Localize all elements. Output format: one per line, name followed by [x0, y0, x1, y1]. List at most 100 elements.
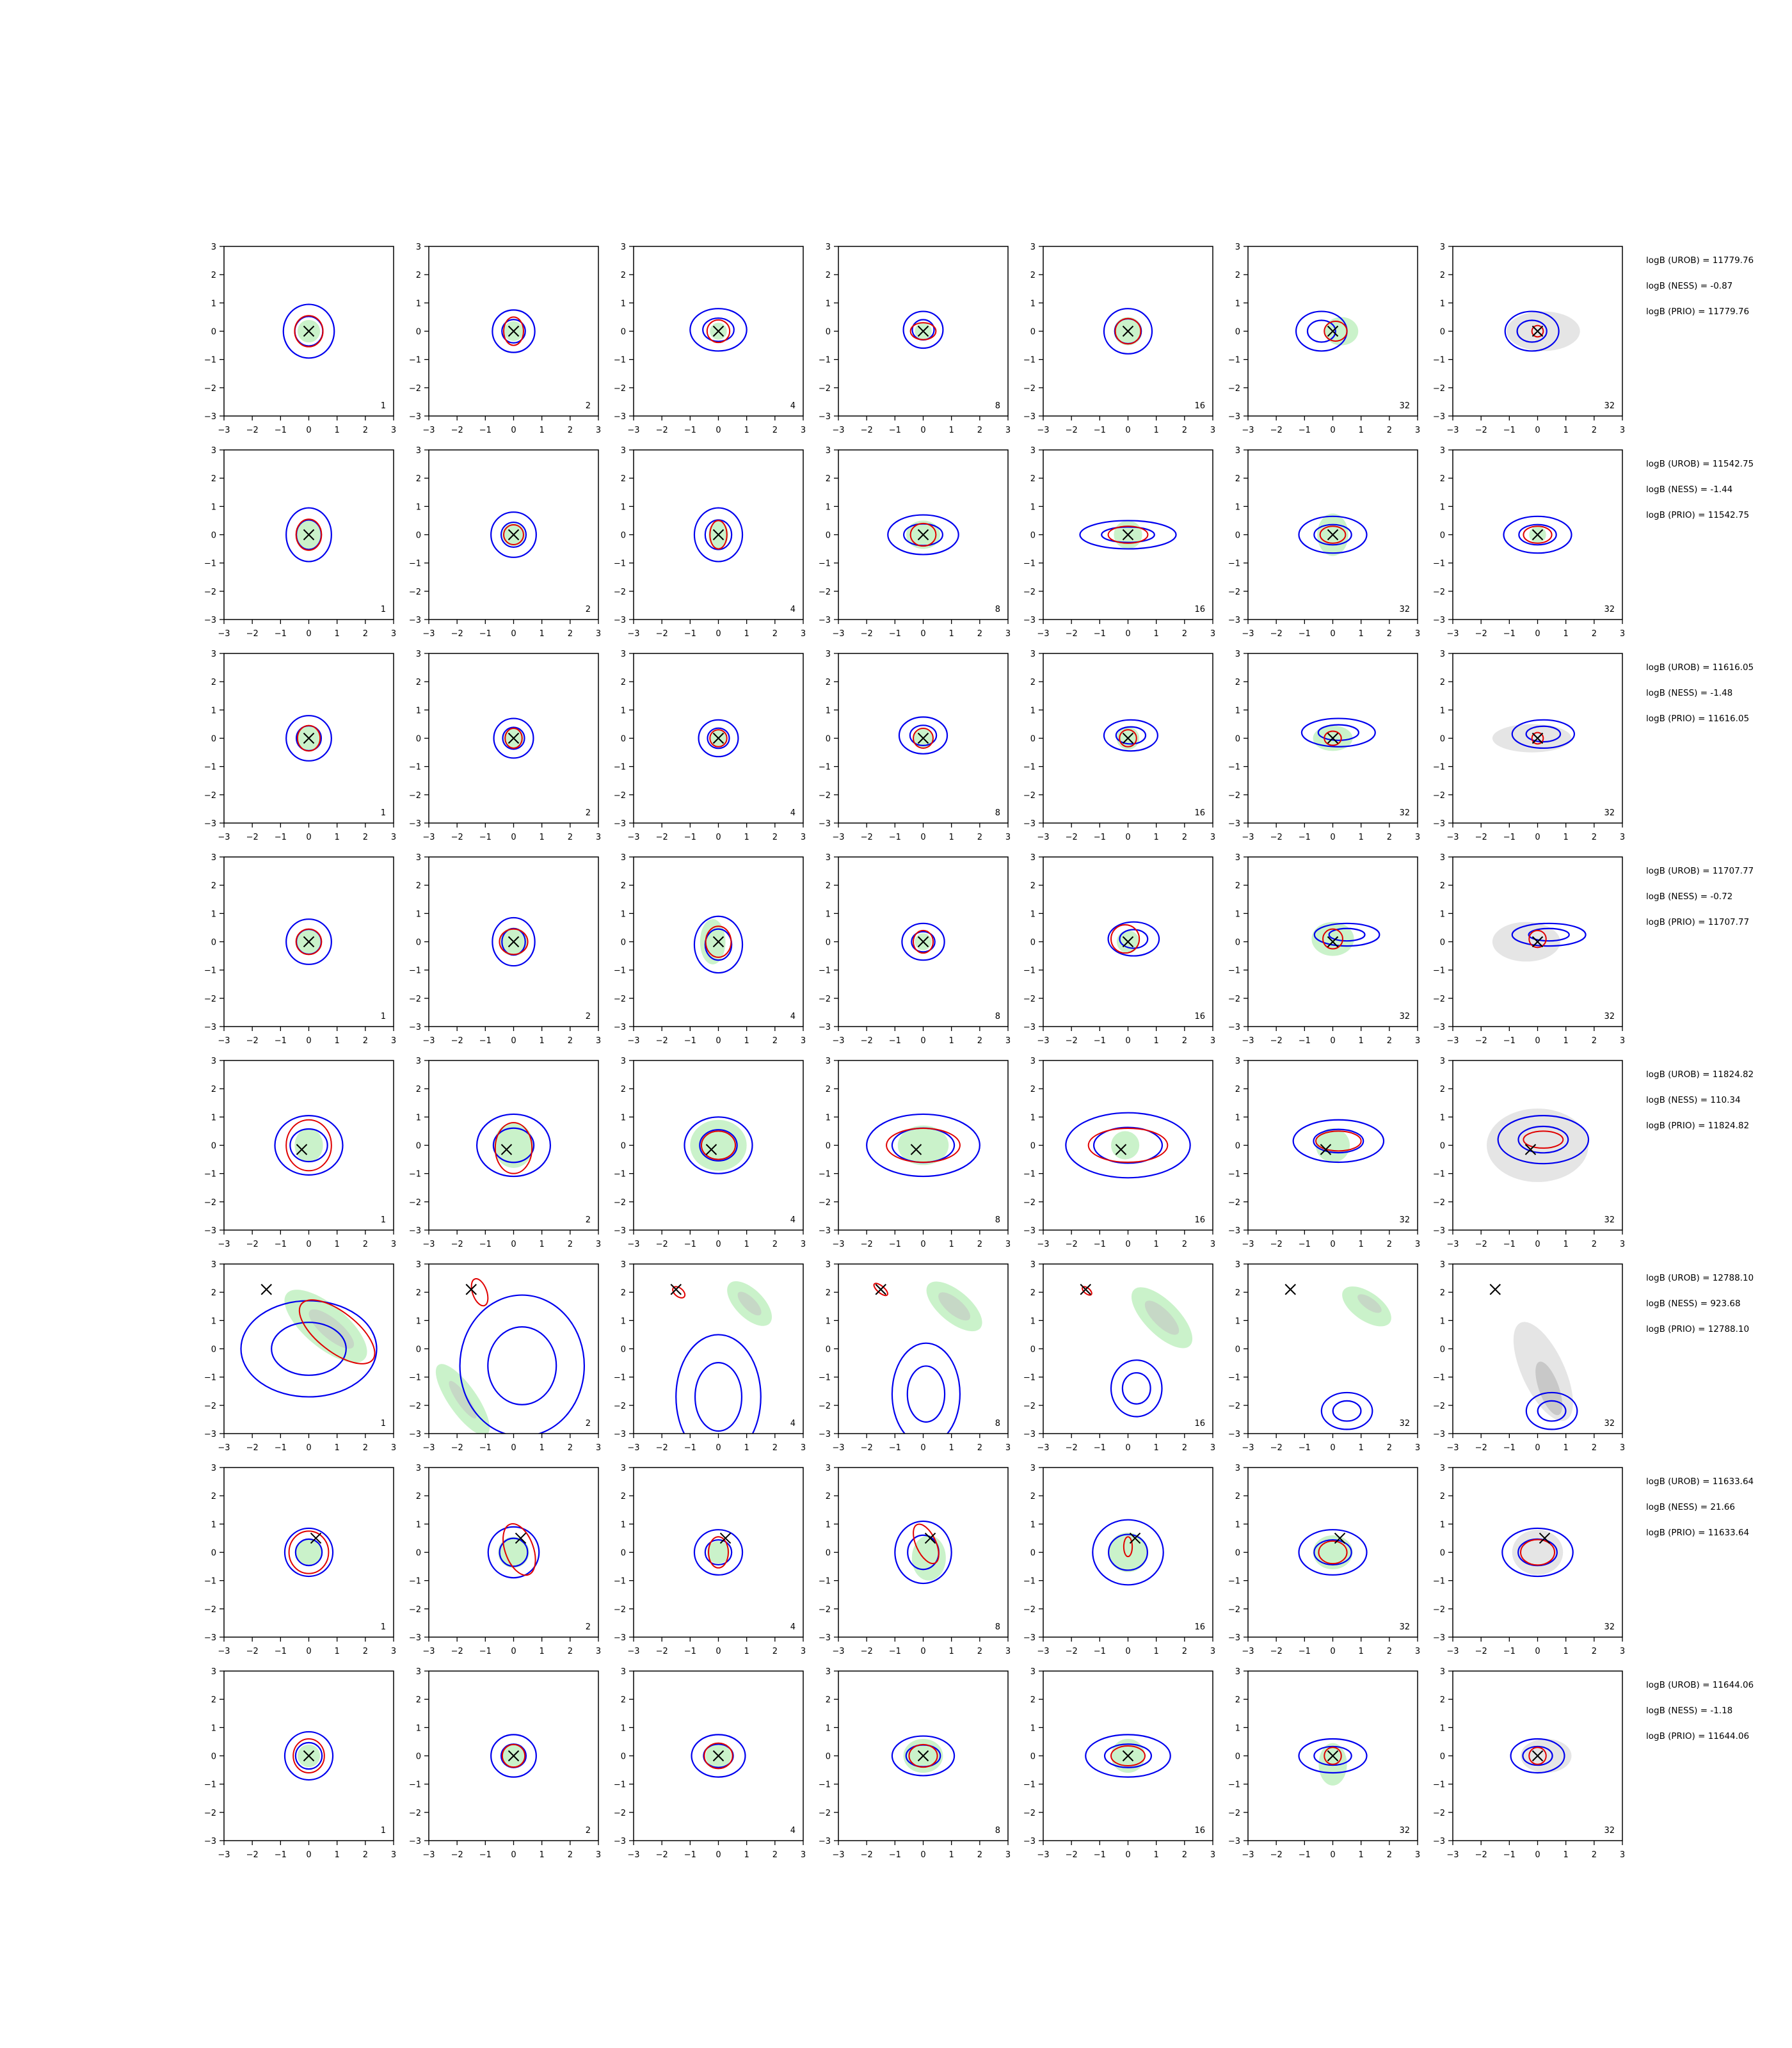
y-tick-label: −1	[1433, 559, 1445, 569]
y-tick-label: 3	[1235, 853, 1240, 863]
y-tick-label: 0	[1235, 1752, 1240, 1762]
x-tick-label: −2	[1066, 833, 1078, 842]
x-tick-label: 1	[540, 629, 545, 639]
y-tick-label: 2	[1030, 1085, 1036, 1094]
x-tick-label: −1	[479, 1850, 492, 1860]
y-tick-label: 0	[1030, 1345, 1036, 1355]
y-tick-label: 1	[621, 1113, 626, 1123]
y-tick-label: 2	[211, 271, 216, 280]
y-tick-label: 3	[1235, 446, 1240, 456]
x-tick-label: −1	[889, 629, 901, 639]
y-tick-label: 0	[621, 1142, 626, 1151]
y-tick-label: −2	[409, 1809, 421, 1818]
y-tick-label: −1	[1228, 1373, 1240, 1383]
x-tick-label: 0	[1330, 1443, 1335, 1453]
true-value-marker	[875, 1284, 886, 1295]
x-tick-label: −1	[1299, 1036, 1311, 1046]
y-tick-label: −2	[819, 1809, 831, 1818]
x-tick-label: 0	[306, 833, 311, 842]
x-tick-label: 2	[1182, 1647, 1187, 1656]
blue-contour-outer	[898, 716, 948, 755]
subplot: −3−3 −2 −2 −1 −1 0 0 1 1 2 2 3 3 32	[1433, 650, 1625, 842]
x-tick-label: 2	[977, 1240, 982, 1249]
x-tick-label: 0	[1330, 1850, 1335, 1860]
panel-label: 1	[381, 1419, 386, 1428]
y-tick-label: −2	[819, 1402, 831, 1411]
subplot: −3−3 −2 −2 −1 −1 0 0 1 1 2 2 3 3 32	[1228, 1057, 1420, 1249]
panel-label: 4	[790, 1622, 796, 1632]
y-tick-label: −3	[819, 412, 831, 422]
red-contour	[1114, 317, 1142, 345]
plot-row: −3−3−2−2−1−1001122331−3−3−2−2−1−10011223…	[204, 1260, 1754, 1453]
x-tick-label: −3	[1037, 1647, 1049, 1656]
y-tick-label: 1	[416, 706, 421, 716]
x-tick-label: −2	[656, 1036, 668, 1046]
y-tick-label: −1	[1433, 356, 1445, 365]
panel-label: 16	[1194, 1215, 1205, 1225]
y-tick-label: −2	[614, 1809, 626, 1818]
x-tick-label: 2	[772, 833, 778, 842]
true-value-marker	[917, 325, 929, 337]
x-tick-label: 3	[1210, 1850, 1215, 1860]
true-value-marker	[712, 325, 724, 337]
blue-contour-outer	[1503, 515, 1572, 554]
blue-contour-inner	[501, 319, 526, 344]
red-contour	[1107, 525, 1149, 544]
y-tick-label: 1	[826, 502, 831, 512]
panel-label: 32	[1399, 1419, 1410, 1428]
y-tick-label: 3	[621, 1667, 626, 1677]
x-tick-label: −2	[1270, 426, 1283, 435]
x-tick-label: −2	[861, 426, 873, 435]
y-tick-label: 3	[416, 1260, 421, 1270]
y-tick-label: 1	[1235, 299, 1240, 308]
y-tick-label: −1	[819, 966, 831, 976]
y-tick-label: 2	[1440, 881, 1445, 891]
x-tick-label: 2	[568, 833, 573, 842]
panel-label: 8	[995, 808, 1000, 818]
subplot: −3−3 −2 −2 −1 −1 0 0 1 1 2 2 3 3 32	[1228, 446, 1420, 639]
x-tick-label: 2	[1387, 1443, 1392, 1453]
red-contour	[706, 319, 731, 344]
x-tick-label: −2	[656, 1850, 668, 1860]
y-tick-label: −1	[409, 966, 421, 976]
y-tick-label: −3	[204, 1633, 216, 1643]
x-tick-label: 2	[772, 1647, 778, 1656]
x-tick-label: 3	[596, 1036, 601, 1046]
x-tick-label: 2	[1387, 1647, 1392, 1656]
subplot: −3−3 −2 −2 −1 −1 0 0 1 1 2 2 3 3 4	[614, 853, 806, 1046]
x-tick-label: 3	[391, 1850, 396, 1860]
x-tick-label: −3	[218, 1850, 230, 1860]
x-tick-label: 0	[920, 1647, 925, 1656]
x-tick-label: 0	[716, 426, 721, 435]
x-tick-label: −1	[1094, 1443, 1106, 1453]
y-tick-label: 1	[416, 1520, 421, 1530]
x-tick-label: 3	[1210, 833, 1215, 842]
y-tick-label: 0	[1440, 938, 1445, 948]
x-tick-label: 3	[1620, 426, 1625, 435]
x-tick-label: −2	[861, 1443, 873, 1453]
blue-contour-outer	[693, 1529, 744, 1576]
red-contour	[909, 322, 937, 340]
y-tick-label: 0	[1440, 1752, 1445, 1762]
x-tick-label: 3	[1415, 1240, 1420, 1249]
red-contour	[295, 928, 323, 956]
y-tick-label: 0	[826, 531, 831, 541]
x-tick-label: −3	[627, 1036, 639, 1046]
panel-label: 1	[381, 1622, 386, 1632]
x-tick-label: 2	[363, 1647, 368, 1656]
y-tick-label: 1	[1030, 502, 1036, 512]
true-value-marker	[303, 936, 315, 948]
y-tick-label: 2	[621, 678, 626, 687]
subplot: −3−3 −2 −2 −1 −1 0 0 1 1 2 2 3 3 1	[204, 446, 396, 639]
blue-contour-inner	[694, 1362, 743, 1432]
x-tick-label: −3	[218, 833, 230, 842]
subplot: −3−3 −2 −2 −1 −1 0 0 1 1 2 2 3 3 32	[1433, 853, 1625, 1046]
y-tick-label: 1	[826, 1520, 831, 1530]
x-tick-label: 1	[1564, 1647, 1569, 1656]
y-tick-label: −1	[204, 1780, 216, 1790]
y-tick-label: 1	[1235, 1724, 1240, 1733]
y-tick-label: 3	[1030, 243, 1036, 252]
y-tick-label: −2	[819, 588, 831, 597]
subplot: −3−3 −2 −2 −1 −1 0 0 1 1 2 2 3 3 8	[819, 243, 1011, 435]
y-tick-label: −2	[204, 384, 216, 394]
